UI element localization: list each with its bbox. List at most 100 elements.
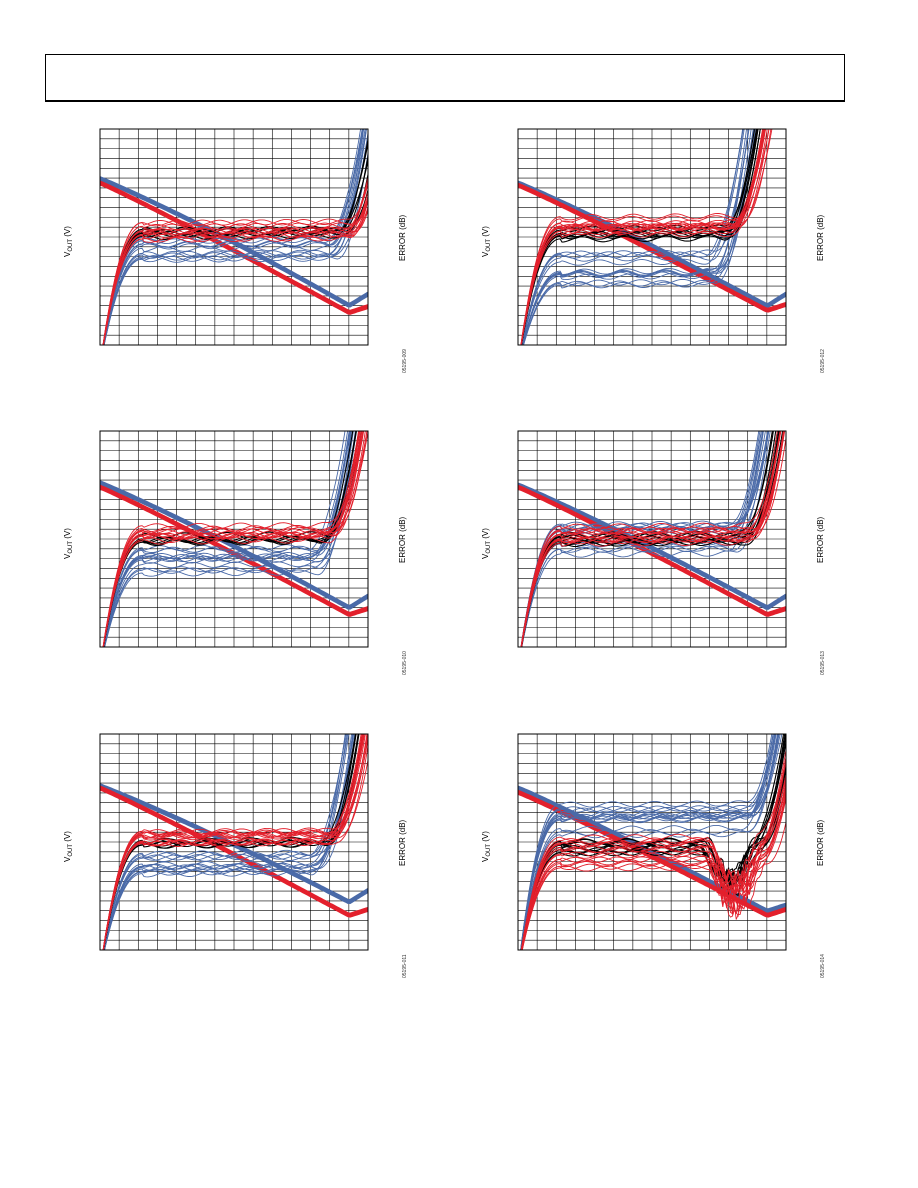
- y-axis-label-main: V: [63, 251, 72, 257]
- vout-curve-blue: [100, 480, 368, 608]
- error-curve-blue: [520, 734, 776, 950]
- page-header-box: [45, 54, 845, 102]
- figure-code: 05195-014: [820, 954, 826, 978]
- vout-curve-red: [100, 484, 368, 615]
- error-curve-blue: [521, 431, 771, 647]
- error-curve-black: [102, 734, 364, 950]
- error-curve-blue: [103, 431, 350, 647]
- y-axis-label-unit: (V): [63, 528, 72, 541]
- y-axis-label-left: VOUT (V): [481, 831, 492, 862]
- error-curve-blue: [520, 734, 779, 950]
- y-axis-label-sub: OUT: [486, 843, 492, 857]
- error-curve-red: [102, 734, 368, 950]
- y-axis-label-sub: OUT: [486, 540, 492, 554]
- y-axis-label-right: ERROR (dB): [398, 819, 407, 866]
- error-curve-blue: [520, 734, 780, 950]
- error-curve-red: [102, 734, 364, 950]
- error-curve-black: [520, 734, 786, 950]
- error-curve-red: [521, 822, 786, 950]
- y-axis-label-right: ERROR (dB): [816, 214, 825, 261]
- y-axis-label-sub: OUT: [486, 238, 492, 252]
- error-curve-blue: [521, 129, 745, 345]
- error-curve-red: [520, 431, 784, 647]
- plot-frame: [517, 430, 787, 648]
- plot-area: [518, 431, 786, 647]
- y-axis-label-right: ERROR (dB): [816, 516, 825, 563]
- error-curve-blue: [520, 734, 778, 950]
- error-curve-red: [520, 129, 765, 345]
- chart-panel-1: VOUT (V) ERROR (dB) 05195-009: [55, 125, 408, 425]
- error-curve-red: [102, 196, 368, 345]
- chart-svg: [99, 430, 369, 648]
- error-curve-red: [102, 734, 366, 950]
- error-curve-blue: [522, 129, 747, 345]
- y-axis-label-left: VOUT (V): [63, 831, 74, 862]
- y-axis-label-unit: (V): [481, 528, 490, 541]
- error-curve-blue: [520, 734, 776, 950]
- y-axis-label-left: VOUT (V): [63, 226, 74, 257]
- error-curve-red: [520, 431, 781, 647]
- error-curve-red: [102, 739, 368, 950]
- error-curve-blue: [521, 431, 769, 647]
- y-axis-label-sub: OUT: [68, 843, 74, 857]
- error-curve-blue: [520, 734, 774, 950]
- error-curve-blue: [520, 734, 776, 950]
- error-curve-blue: [103, 129, 367, 345]
- error-curve-red: [520, 431, 785, 647]
- error-curve-red: [520, 129, 765, 345]
- error-curve-blue: [520, 431, 766, 647]
- error-curve-blue: [520, 734, 773, 950]
- y-axis-label-sub: OUT: [68, 238, 74, 252]
- error-curve-red: [102, 183, 368, 345]
- y-axis-label-main: V: [481, 251, 490, 257]
- error-curve-blue: [520, 734, 779, 950]
- y-axis-label-unit: (V): [63, 831, 72, 844]
- error-curve-red: [521, 749, 786, 950]
- chart-panel-2: VOUT (V) ERROR (dB) 05195-012: [473, 125, 826, 425]
- y-axis-label-left: VOUT (V): [481, 226, 492, 257]
- vout-curve-blue: [518, 482, 786, 608]
- plot-area: [100, 129, 368, 345]
- error-curve-red: [102, 431, 368, 647]
- error-curve-red: [520, 431, 785, 647]
- error-curve-red: [520, 757, 786, 950]
- error-curve-red: [102, 199, 368, 345]
- y-axis-label-unit: (V): [481, 226, 490, 239]
- error-curve-blue: [103, 431, 351, 647]
- error-curve-red: [520, 129, 764, 345]
- error-curve-red: [102, 431, 360, 647]
- error-curve-red: [521, 779, 786, 950]
- plot-frame: [517, 128, 787, 346]
- plot-frame: [517, 733, 787, 951]
- error-curve-blue: [104, 431, 356, 647]
- error-curve-blue: [103, 431, 349, 647]
- error-curve-red: [520, 129, 773, 345]
- chart-svg: [517, 128, 787, 346]
- error-curve-blue: [520, 734, 777, 950]
- error-curve-red: [102, 734, 364, 950]
- plot-frame: [99, 733, 369, 951]
- vout-curve-blue: [518, 785, 786, 911]
- y-axis-label-right: ERROR (dB): [398, 214, 407, 261]
- figure-code: 05195-013: [820, 651, 826, 675]
- y-axis-label-main: V: [481, 856, 490, 862]
- error-curve-red: [102, 179, 368, 345]
- chart-panel-3: VOUT (V) ERROR (dB) 05195-010: [55, 427, 408, 727]
- error-curve-black: [102, 174, 368, 345]
- y-axis-label-unit: (V): [481, 831, 490, 844]
- y-axis-label-right: ERROR (dB): [398, 516, 407, 563]
- error-curve-blue: [103, 431, 353, 647]
- error-curve-red: [102, 177, 368, 345]
- error-curve-blue: [103, 734, 355, 950]
- error-curve-red: [520, 431, 781, 647]
- vout-curve-red: [518, 182, 786, 311]
- error-curve-blue: [103, 133, 368, 345]
- error-curve-red: [521, 798, 786, 950]
- chart-svg: [517, 733, 787, 951]
- error-curve-red: [520, 431, 786, 647]
- plot-area: [100, 734, 368, 950]
- figure-code: 05195-010: [402, 651, 408, 675]
- error-curve-black: [520, 431, 781, 647]
- error-curve-black: [520, 431, 781, 647]
- chart-svg: [99, 128, 369, 346]
